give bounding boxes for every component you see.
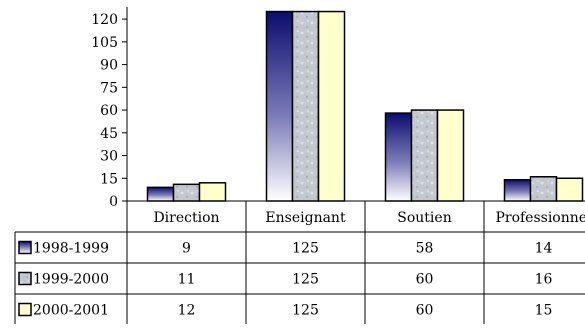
data-cell: 11 bbox=[178, 272, 196, 288]
bar-1998-1999-Enseignant bbox=[265, 10, 294, 202]
data-cell: 125 bbox=[292, 241, 319, 257]
y-tick-label: 0 bbox=[109, 194, 118, 210]
bar-2000-2001-Soutien bbox=[436, 109, 465, 202]
category-label: Professionnel bbox=[495, 210, 585, 226]
bar-1999-2000-Direction bbox=[172, 183, 201, 202]
legend-key-2000-2001 bbox=[18, 302, 32, 317]
data-cell: 9 bbox=[182, 241, 191, 257]
y-tick-label: 90 bbox=[100, 58, 118, 74]
data-cell: 12 bbox=[178, 303, 196, 319]
legend-key-1998-1999 bbox=[18, 240, 32, 255]
bar-1998-1999-Soutien bbox=[384, 112, 413, 202]
plot-area bbox=[127, 7, 585, 201]
bar-1999-2000-Professionnel bbox=[529, 176, 558, 202]
data-cell: 125 bbox=[292, 272, 319, 288]
bar-1998-1999-Direction bbox=[146, 186, 175, 202]
legend-label: 2000-2001 bbox=[33, 303, 109, 319]
y-tick-label: 120 bbox=[91, 12, 118, 28]
y-tick-label: 75 bbox=[100, 80, 118, 96]
category-label: Direction bbox=[153, 210, 219, 226]
y-tick-label: 15 bbox=[100, 171, 118, 187]
category-label: Enseignant bbox=[265, 210, 346, 226]
bar-1999-2000-Enseignant bbox=[291, 10, 320, 202]
data-cell: 60 bbox=[416, 272, 434, 288]
data-cell: 60 bbox=[416, 303, 434, 319]
y-tick-label: 45 bbox=[100, 126, 118, 142]
bar-2000-2001-Enseignant bbox=[317, 10, 346, 202]
bar-1998-1999-Professionnel bbox=[503, 179, 532, 202]
data-cell: 125 bbox=[292, 303, 319, 319]
data-cell: 16 bbox=[535, 272, 553, 288]
y-tick-label: 30 bbox=[100, 149, 118, 165]
data-cell: 15 bbox=[535, 303, 553, 319]
bar-1999-2000-Soutien bbox=[410, 109, 439, 202]
bar-2000-2001-Direction bbox=[198, 182, 227, 202]
legend-label: 1999-2000 bbox=[33, 272, 109, 288]
legend-label: 1998-1999 bbox=[33, 241, 109, 257]
y-tick-label: 60 bbox=[100, 103, 118, 119]
bar-2000-2001-Professionnel bbox=[555, 177, 584, 202]
category-label: Soutien bbox=[397, 210, 451, 226]
data-cell: 14 bbox=[535, 241, 553, 257]
data-cell: 58 bbox=[416, 241, 434, 257]
legend-key-1999-2000 bbox=[18, 271, 32, 286]
y-tick-label: 105 bbox=[91, 35, 118, 51]
